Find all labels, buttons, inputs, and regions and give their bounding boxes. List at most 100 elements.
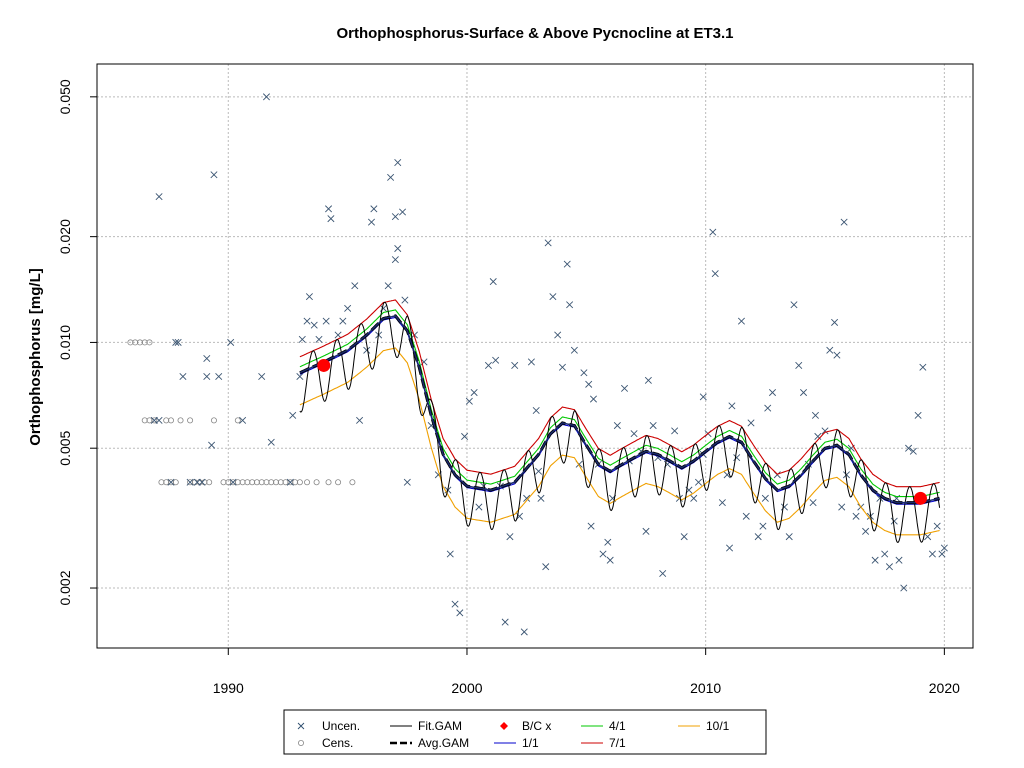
censored-point — [210, 417, 217, 424]
uncensored-point — [179, 372, 187, 380]
legend-entry-uncen-symbol — [297, 722, 305, 730]
uncensored-point — [394, 159, 402, 167]
uncensored-point — [554, 331, 562, 339]
uncensored-point — [258, 372, 266, 380]
uncensored-point — [795, 361, 803, 369]
uncensored-point — [733, 454, 741, 462]
uncensored-point — [325, 205, 333, 213]
uncensored-point — [475, 503, 483, 511]
uncensored-point — [905, 444, 913, 452]
uncensored-point — [174, 338, 182, 346]
uncensored-point — [606, 556, 614, 564]
seasonal-line-10-1 — [299, 347, 940, 536]
uncensored-point — [289, 411, 297, 419]
uncensored-point — [728, 402, 736, 410]
legend-entry-4-1-label: 4/1 — [609, 719, 626, 733]
uncensored-point — [167, 478, 175, 486]
x-tick-label: 2010 — [690, 680, 721, 696]
uncensored-point — [511, 361, 519, 369]
y-tick-label: 0.050 — [57, 79, 73, 114]
censored-point — [234, 417, 241, 424]
uncensored-point — [403, 478, 411, 486]
uncensored-point — [718, 499, 726, 507]
uncensored-point — [549, 293, 557, 301]
uncensored-point — [709, 228, 717, 236]
uncensored-point — [155, 416, 163, 424]
uncensored-point — [919, 363, 927, 371]
uncensored-point — [826, 346, 834, 354]
uncensored-point — [370, 205, 378, 213]
uncensored-point — [327, 215, 335, 223]
uncensored-point — [831, 318, 839, 326]
y-tick-label: 0.020 — [57, 219, 73, 254]
uncensored-point — [367, 218, 376, 226]
censored-point — [253, 479, 260, 486]
uncensored-point — [542, 563, 550, 571]
uncensored-point — [933, 522, 941, 530]
uncensored-point — [227, 338, 235, 346]
censored-point — [296, 479, 303, 486]
uncensored-point — [940, 544, 948, 552]
uncensored-point — [465, 397, 473, 405]
uncensored-point — [833, 351, 841, 359]
uncensored-point — [711, 270, 719, 278]
uncensored-point — [821, 427, 829, 435]
seasonal-line-4-1 — [299, 309, 940, 498]
uncensored-point — [699, 393, 707, 401]
uncensored-point — [520, 628, 528, 636]
uncensored-point — [726, 544, 734, 552]
uncensored-point — [315, 335, 323, 343]
censored-point — [335, 479, 342, 486]
plot-series — [127, 93, 948, 636]
censored-point — [151, 417, 158, 424]
censored-point — [304, 479, 311, 486]
censored-point — [187, 417, 194, 424]
legend-entry-cens-symbol — [297, 740, 304, 747]
censored-point — [146, 417, 153, 424]
uncensored-point — [451, 600, 459, 608]
censored-point — [158, 479, 165, 486]
censored-point — [287, 479, 294, 486]
uncensored-point — [928, 550, 936, 558]
grid-lines — [97, 64, 973, 648]
y-tick-label: 0.002 — [57, 570, 73, 605]
uncensored-point — [659, 569, 667, 577]
uncensored-point — [523, 494, 531, 502]
censored-point — [163, 479, 170, 486]
censored-point — [277, 479, 284, 486]
uncensored-point — [589, 395, 597, 403]
bc-point — [317, 358, 331, 372]
censored-point — [132, 339, 139, 346]
uncensored-point — [296, 372, 304, 380]
uncensored-point — [737, 317, 745, 325]
uncensored-point — [747, 419, 755, 427]
uncensored-point — [599, 550, 607, 558]
uncensored-point — [470, 389, 478, 397]
uncensored-point — [391, 213, 399, 221]
uncensored-point — [558, 363, 566, 371]
uncensored-point — [587, 522, 595, 530]
uncensored-point — [871, 556, 879, 564]
censored-point — [313, 479, 320, 486]
seasonal-line-1-1 — [299, 316, 940, 505]
uncensored-point — [742, 512, 750, 520]
uncensored-point — [900, 584, 908, 592]
uncensored-point — [644, 376, 652, 384]
uncensored-point — [938, 550, 946, 558]
uncensored-point — [895, 556, 903, 564]
uncensored-point — [215, 372, 223, 380]
uncensored-point — [914, 411, 922, 419]
uncensored-point — [492, 356, 500, 364]
uncensored-point — [890, 517, 898, 525]
censored-point — [141, 417, 148, 424]
uncensored-point — [768, 389, 777, 397]
censored-point — [172, 479, 179, 486]
y-tick-label: 0.005 — [57, 430, 73, 465]
legend-entry-10-1-label: 10/1 — [706, 719, 730, 733]
censored-point — [258, 479, 265, 486]
uncensored-point — [501, 618, 509, 626]
uncensored-point — [310, 321, 318, 329]
uncensored-point — [761, 494, 769, 502]
chart-title: Orthophosphorus-Surface & Above Pycnocli… — [336, 25, 733, 42]
